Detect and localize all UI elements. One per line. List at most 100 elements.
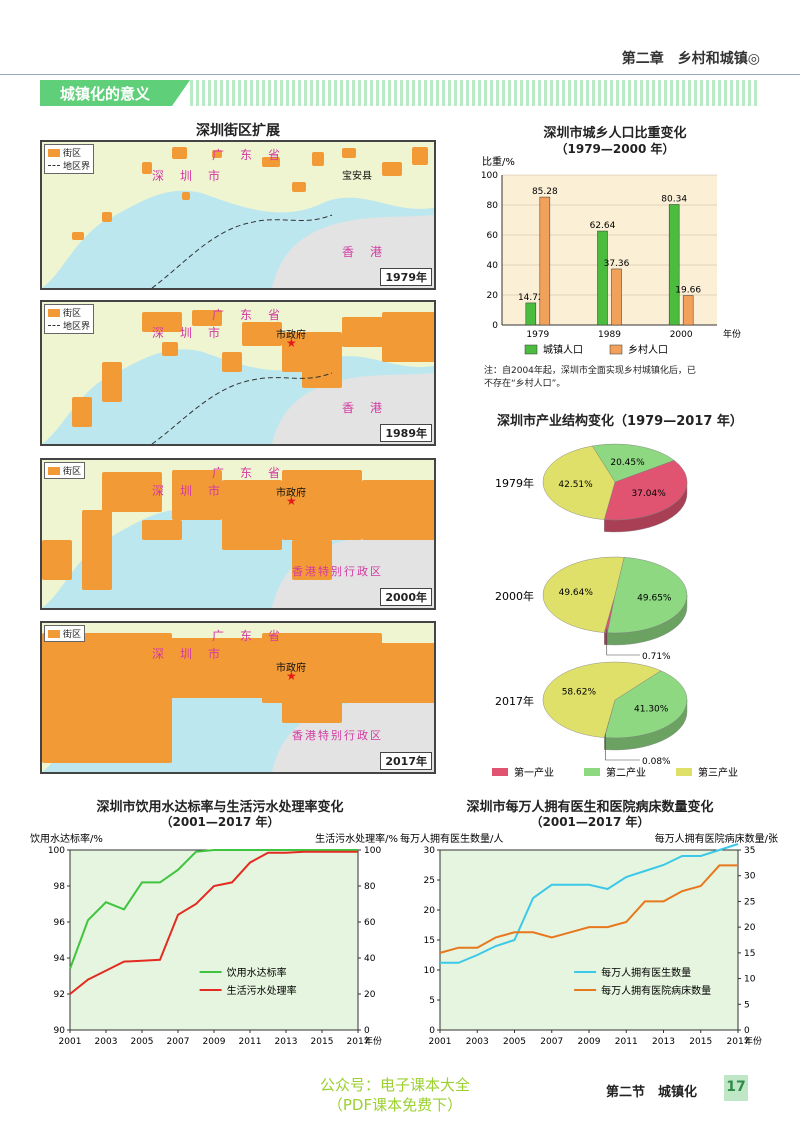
- y-tick-label: 80: [487, 201, 499, 211]
- x-axis-label: 年份: [723, 328, 741, 340]
- y-tick-label: 100: [481, 171, 498, 181]
- pie-slice: [604, 670, 688, 739]
- pie-data-label: 37.04%: [631, 489, 666, 499]
- water-line-chart: 饮用水达标率/% 生活污水处理率/% 90 92 94 96 98 100 0 20 40 60 80 1…: [30, 832, 398, 1047]
- y-right-axis-label: 每万人拥有医院病床数量/张: [655, 832, 778, 845]
- mainland: [42, 142, 434, 288]
- series-line: [440, 843, 739, 964]
- section-banner: 城镇化的意义: [40, 80, 190, 106]
- plot-background: [440, 850, 738, 1030]
- map-graphic: [42, 623, 434, 772]
- pie-data-label: 49.65%: [637, 593, 672, 603]
- street-area: [82, 510, 112, 590]
- street-area: [382, 312, 434, 362]
- street-area: [142, 520, 182, 540]
- legend-boundary-swatch: [48, 165, 60, 166]
- map-panel-3: 街区 广 东 省深 圳 市香港特别行政区 市政府 ★ 2000年: [40, 458, 436, 610]
- map-panel-1: 街区 地区界 广 东 省深 圳 市 宝安县香 港 1979年: [40, 140, 436, 290]
- y-left-tick-label: 15: [424, 936, 435, 946]
- legend-label: 第一产业: [514, 766, 554, 779]
- pie-slice: [607, 557, 688, 634]
- bar-chart: 比重/% 0 20 40 60 80 100 14.72 85.28 1979 62.64 37.36…: [481, 155, 741, 356]
- x-tick-label: 1989: [598, 330, 621, 340]
- street-area: [222, 480, 282, 550]
- map-title: 深圳街区扩展: [196, 123, 280, 139]
- medical-line-chart: 每万人拥有医生数量/人 每万人拥有医院病床数量/张 0 5 10 15 20 25 30 0 5 10…: [400, 832, 778, 1047]
- pie-charts: 1979年 37.04% 20.45% 42.51% 2000年 0.71% 49.65% 4…: [492, 443, 738, 779]
- label-govt: 市政府: [276, 330, 306, 341]
- map-year-2: 1989年: [380, 424, 432, 442]
- plot-background: [70, 850, 358, 1030]
- street-area: [292, 182, 306, 192]
- x-tick-label: 2017: [727, 1037, 750, 1047]
- street-area: [292, 540, 332, 580]
- bar-data-label: 19.66: [675, 286, 701, 296]
- x-tick-label: 2009: [578, 1037, 601, 1047]
- street-area: [42, 540, 72, 580]
- legend-boundary-row: 地区界: [48, 319, 90, 332]
- bar-data-label: 37.36: [604, 259, 630, 269]
- bar-chart-note-line1: 注：自2004年起，深圳市全面实现乡村城镇化后，已: [484, 366, 696, 376]
- map-year-1: 1979年: [380, 268, 432, 286]
- legend-street-row: 街区: [48, 464, 81, 477]
- legend-street-label: 街区: [63, 309, 82, 319]
- page-number: 17: [724, 1075, 748, 1101]
- y-left-axis-label: 每万人拥有医生数量/人: [400, 832, 503, 845]
- pie-data-label: 0.08%: [642, 757, 671, 767]
- y-left-axis-label: 饮用水达标率/%: [30, 832, 103, 845]
- street-area: [102, 362, 122, 402]
- boundary-line: [151, 214, 333, 288]
- street-area: [212, 150, 222, 158]
- x-tick-label: 2017: [347, 1037, 370, 1047]
- legend-boundary-label: 地区界: [63, 322, 91, 332]
- y-right-tick-label: 0: [744, 1026, 750, 1036]
- map-legend: 街区地区界: [44, 144, 95, 174]
- street-area: [362, 643, 434, 703]
- y-left-tick-label: 98: [54, 882, 66, 892]
- series-line: [69, 850, 358, 995]
- label-shenzhen: 深 圳 市: [152, 169, 223, 183]
- water-chart-subtitle: （2001—2017 年）: [160, 815, 280, 829]
- bar-chart-subtitle: （1979—2000 年）: [555, 142, 675, 156]
- water-chart-title: 深圳市饮用水达标率与生活污水处理率变化: [96, 800, 344, 815]
- legend-street-label: 街区: [63, 467, 82, 477]
- legend-label: 第二产业: [606, 766, 646, 779]
- x-tick-label: 2007: [167, 1037, 190, 1047]
- medical-chart-subtitle: （2001—2017 年）: [530, 815, 650, 829]
- bar: [611, 268, 622, 326]
- label-baoan: 宝安县: [342, 171, 372, 182]
- map-graphic: [42, 142, 434, 288]
- x-tick-label: 2015: [311, 1037, 334, 1047]
- bar-data-label: 62.64: [590, 221, 616, 231]
- y-right-axis-label: 生活污水处理率/%: [315, 832, 398, 845]
- y-right-tick-label: 40: [364, 954, 376, 964]
- legend-street-row: 街区: [48, 146, 90, 159]
- series-line: [69, 849, 358, 970]
- label-guangdong: 广 东 省: [212, 148, 283, 162]
- y-left-tick-label: 30: [424, 846, 436, 856]
- x-tick-label: 2000: [670, 330, 693, 340]
- label-hongkong: 香 港: [342, 401, 385, 415]
- pie-slice: [603, 460, 688, 521]
- map-legend: 街区 地区界: [44, 304, 95, 334]
- street-area: [102, 723, 132, 763]
- x-tick-label: 2013: [275, 1037, 298, 1047]
- pie-slice: [542, 445, 616, 520]
- street-area: [192, 310, 222, 326]
- street-area: [242, 322, 282, 346]
- pie-data-label: 58.62%: [562, 687, 597, 697]
- street-area: [382, 162, 402, 176]
- y-left-tick-label: 94: [54, 954, 66, 964]
- y-right-tick-label: 0: [364, 1026, 370, 1036]
- legend-boundary-label: 地区界: [63, 162, 91, 172]
- legend-label: 生活污水处理率: [227, 984, 297, 997]
- bar-data-label: 80.34: [661, 194, 687, 204]
- y-right-tick-label: 10: [744, 975, 756, 985]
- street-area: [142, 312, 182, 332]
- pie-leader-line: [605, 733, 640, 761]
- footer-section: 第二节 城镇化: [606, 1085, 698, 1100]
- y-left-tick-label: 10: [424, 966, 436, 976]
- x-tick-label: 2005: [503, 1037, 526, 1047]
- pie-leader-line: [606, 628, 640, 656]
- plot-frame: [439, 849, 739, 1031]
